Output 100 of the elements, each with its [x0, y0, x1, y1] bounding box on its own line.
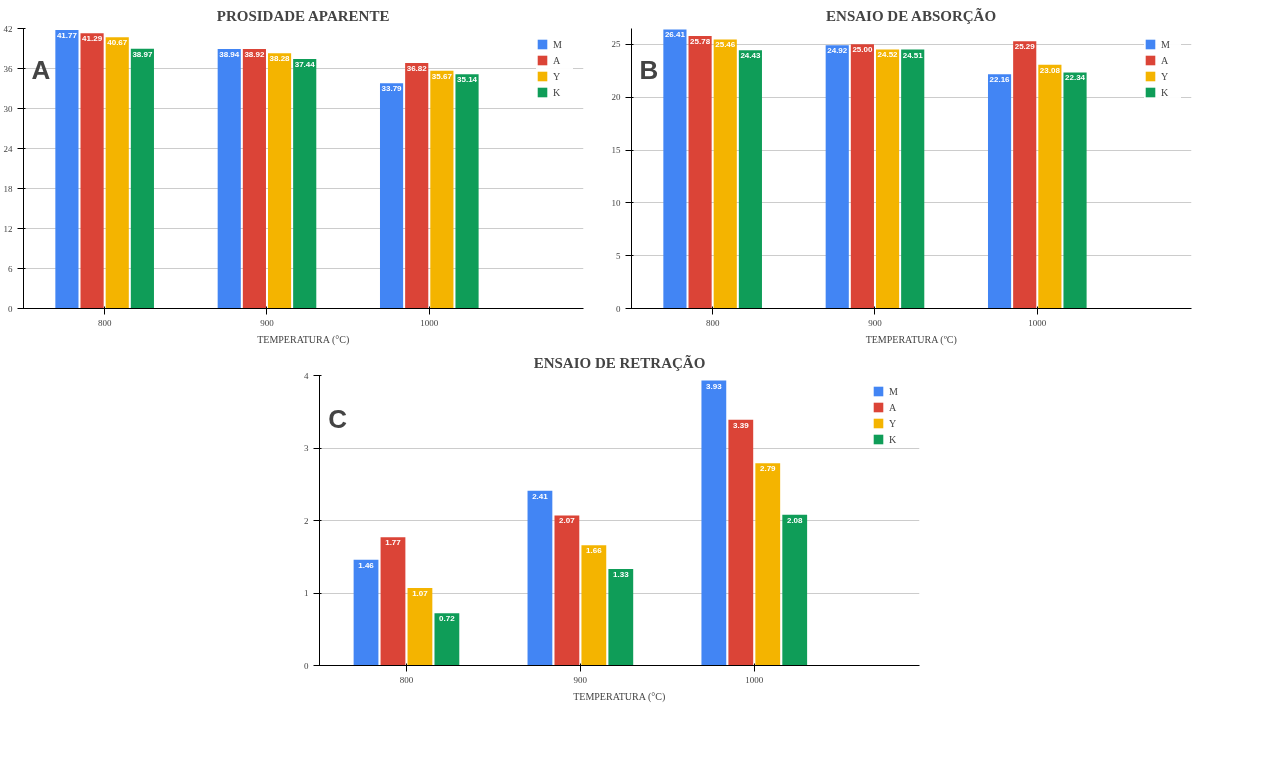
y-tick-label: 10: [611, 197, 621, 208]
chart-title: ENSAIO DE RETRAÇÃO: [533, 353, 706, 371]
y-tick-label: 12: [3, 223, 13, 234]
y-tick-label: 42: [3, 23, 13, 34]
bar: [688, 36, 712, 309]
data-label: 24.92: [827, 46, 848, 56]
bar: [527, 490, 553, 666]
bar: [554, 515, 580, 666]
data-label: 2.08: [786, 515, 804, 525]
bar: [1013, 41, 1037, 309]
y-tick-label: 4: [304, 370, 309, 381]
bar: [455, 74, 479, 309]
data-label: 38.97: [132, 49, 153, 59]
data-label: 35.14: [457, 75, 478, 85]
bar: [825, 45, 849, 309]
bar: [875, 49, 900, 309]
bar: [728, 419, 754, 666]
y-tick-label: 24: [3, 143, 13, 154]
y-tick-label: 0: [8, 303, 13, 314]
x-axis-title: TEMPERATURA (°C): [257, 333, 350, 346]
data-label: 2.79: [759, 464, 777, 474]
data-label: 41.29: [82, 34, 103, 44]
bar: [434, 613, 460, 666]
bar: [353, 559, 379, 666]
data-label: 22.16: [989, 75, 1011, 85]
data-label: 2.41: [532, 491, 549, 501]
bar: [293, 58, 317, 309]
y-tick-label: 5: [616, 250, 621, 261]
bar: [608, 569, 634, 666]
legend-label: M: [553, 38, 563, 50]
y-tick-label: 30: [3, 103, 13, 114]
annotation: A: [31, 54, 51, 85]
data-label: 1.33: [613, 570, 630, 580]
legend-label: Y: [553, 70, 562, 82]
legend-label: A: [1161, 54, 1170, 66]
bar: [850, 44, 874, 309]
data-label: 41.77: [56, 31, 78, 41]
data-label: 25.78: [690, 37, 711, 47]
bar: [738, 50, 762, 309]
x-axis-title: TEMPERATURA (°C): [573, 690, 666, 703]
bar: [80, 33, 104, 309]
data-label: 26.41: [664, 30, 686, 40]
data-label: 22.34: [1065, 73, 1086, 83]
x-tick-label: 900: [260, 317, 275, 328]
y-tick-label: 0: [616, 303, 621, 314]
data-label: 38.28: [269, 54, 291, 64]
y-tick-label: 18: [3, 183, 13, 194]
data-label: 24.43: [740, 51, 761, 61]
x-tick-label: 1000: [1028, 317, 1047, 328]
bar: [901, 49, 925, 309]
bar: [755, 463, 781, 666]
bar: [581, 545, 607, 666]
data-label: 3.93: [706, 381, 723, 391]
x-tick-label: 800: [399, 674, 414, 685]
bar: [663, 29, 687, 309]
x-tick-label: 900: [573, 674, 588, 685]
x-tick-label: 800: [705, 317, 720, 328]
chart-title: PROSIDADE APARENTE: [216, 7, 390, 24]
data-label: 1.46: [358, 560, 375, 570]
data-label: 3.39: [733, 420, 750, 430]
data-label: 24.51: [902, 50, 924, 60]
data-label: 23.08: [1039, 65, 1061, 75]
bar: [782, 514, 808, 666]
data-label: 36.82: [406, 64, 428, 74]
bar: [1038, 64, 1062, 309]
x-axis-title: TEMPERATURA (ºC): [865, 333, 957, 346]
data-label: 25.00: [852, 45, 873, 55]
bar: [987, 74, 1012, 309]
y-tick-label: 2: [304, 515, 309, 526]
bar: [701, 380, 727, 666]
y-tick-label: 0: [304, 660, 309, 671]
legend-label: K: [889, 433, 898, 445]
y-tick-label: 6: [8, 263, 13, 274]
data-label: 1.66: [586, 546, 603, 556]
chart-title: ENSAIO DE ABSORÇÃO: [826, 6, 997, 24]
y-tick-label: 3: [304, 443, 309, 453]
y-tick-label: 25: [611, 39, 621, 50]
data-label: 33.79: [381, 84, 403, 94]
bar: [105, 37, 129, 309]
data-label: 24.52: [877, 50, 899, 60]
bar: [405, 63, 429, 309]
x-tick-label: 800: [97, 317, 112, 328]
data-label: 38.92: [244, 50, 265, 60]
bar: [267, 53, 292, 309]
legend-label: K: [553, 86, 562, 98]
data-label: 2.07: [559, 516, 576, 526]
legend-label: Y: [889, 417, 898, 429]
bar: [379, 83, 404, 309]
data-label: 1.07: [412, 588, 429, 598]
bar: [55, 30, 79, 309]
y-tick-label: 1: [304, 588, 309, 598]
legend-label: M: [1161, 38, 1171, 50]
y-tick-label: 20: [611, 92, 621, 103]
bar: [430, 70, 454, 309]
data-label: 0.72: [439, 614, 456, 624]
legend-label: A: [889, 401, 898, 413]
y-tick-label: 15: [611, 145, 621, 156]
bar: [217, 48, 241, 309]
bar: [407, 587, 433, 666]
data-label: 40.67: [107, 38, 128, 48]
